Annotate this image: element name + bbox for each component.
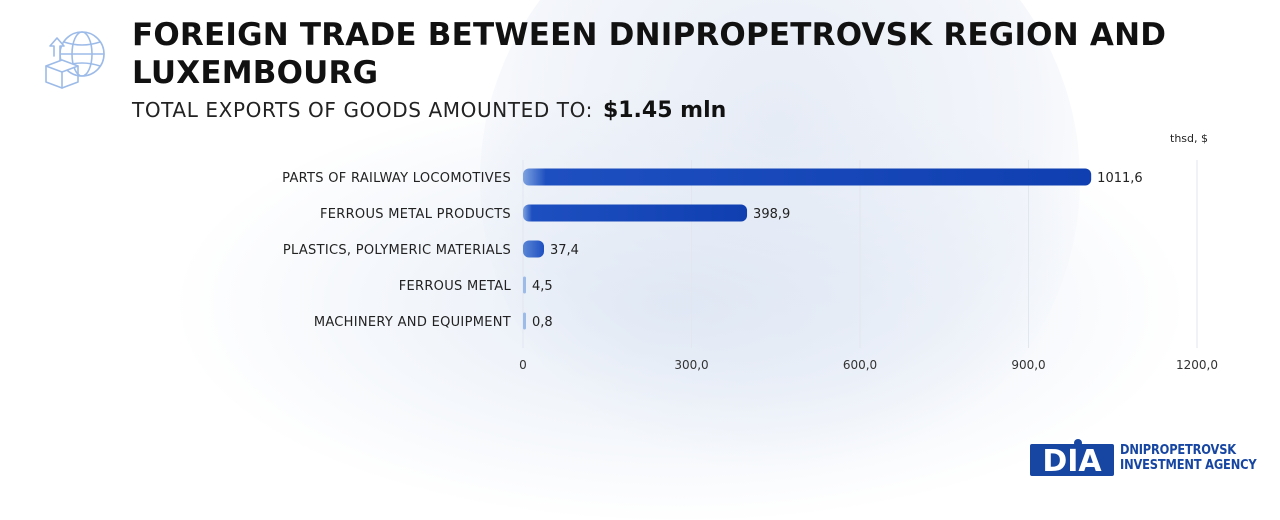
data-label: 0,8 (532, 315, 553, 330)
unit-label: thsd, $ (1170, 132, 1208, 145)
logo-line-1: DNIPROPETROVSK (1120, 443, 1236, 458)
dia-logo: DIA DNIPROPETROVSK INVESTMENT AGENCY (1030, 436, 1275, 480)
labels: 0 300,0 600,0 900,0 1200,0 PARTS OF RAILWAY L… (282, 171, 1218, 372)
x-tick-label: 900,0 (1011, 358, 1045, 372)
bar (523, 312, 526, 330)
bar (523, 276, 526, 294)
category-label: MACHINERY AND EQUIPMENT (314, 315, 511, 330)
bar-chart: 0 300,0 600,0 900,0 1200,0 PARTS OF RAILWAY L… (282, 160, 1218, 372)
subtitle: TOTAL EXPORTS OF GOODS AMOUNTED TO: $1.4… (132, 98, 726, 130)
logo-line-2: INVESTMENT AGENCY (1120, 458, 1257, 473)
bar (523, 204, 748, 222)
subtitle-label: TOTAL EXPORTS OF GOODS AMOUNTED TO: (132, 98, 593, 122)
category-label: FERROUS METAL (399, 279, 512, 294)
bar (523, 168, 1092, 186)
background-glow (180, 90, 1180, 520)
svg-text:DIA: DIA (1042, 444, 1102, 478)
x-tick-label: 300,0 (674, 358, 708, 372)
category-label: FERROUS METAL PRODUCTS (320, 207, 511, 222)
data-label: 37,4 (550, 243, 579, 258)
bar (523, 240, 545, 258)
x-tick-label: 600,0 (843, 358, 877, 372)
data-label: 398,9 (753, 207, 790, 222)
globe-export-icon (45, 31, 105, 89)
data-label: 4,5 (532, 279, 553, 294)
data-label: 1011,6 (1097, 171, 1143, 186)
bars (523, 168, 1092, 330)
category-label: PARTS OF RAILWAY LOCOMOTIVES (282, 171, 511, 186)
x-tick-label: 1200,0 (1176, 358, 1218, 372)
logo-text: DNIPROPETROVSK INVESTMENT AGENCY (1120, 443, 1257, 473)
x-tick-label: 0 (519, 358, 527, 372)
page-title: FOREIGN TRADE BETWEEN DNIPROPETROVSK REG… (132, 17, 1167, 91)
grid (522, 160, 1198, 348)
category-label: PLASTICS, POLYMERIC MATERIALS (283, 243, 511, 258)
subtitle-value: $1.45 mln (602, 98, 727, 123)
dia-logo-mark: DIA (1030, 439, 1114, 478)
